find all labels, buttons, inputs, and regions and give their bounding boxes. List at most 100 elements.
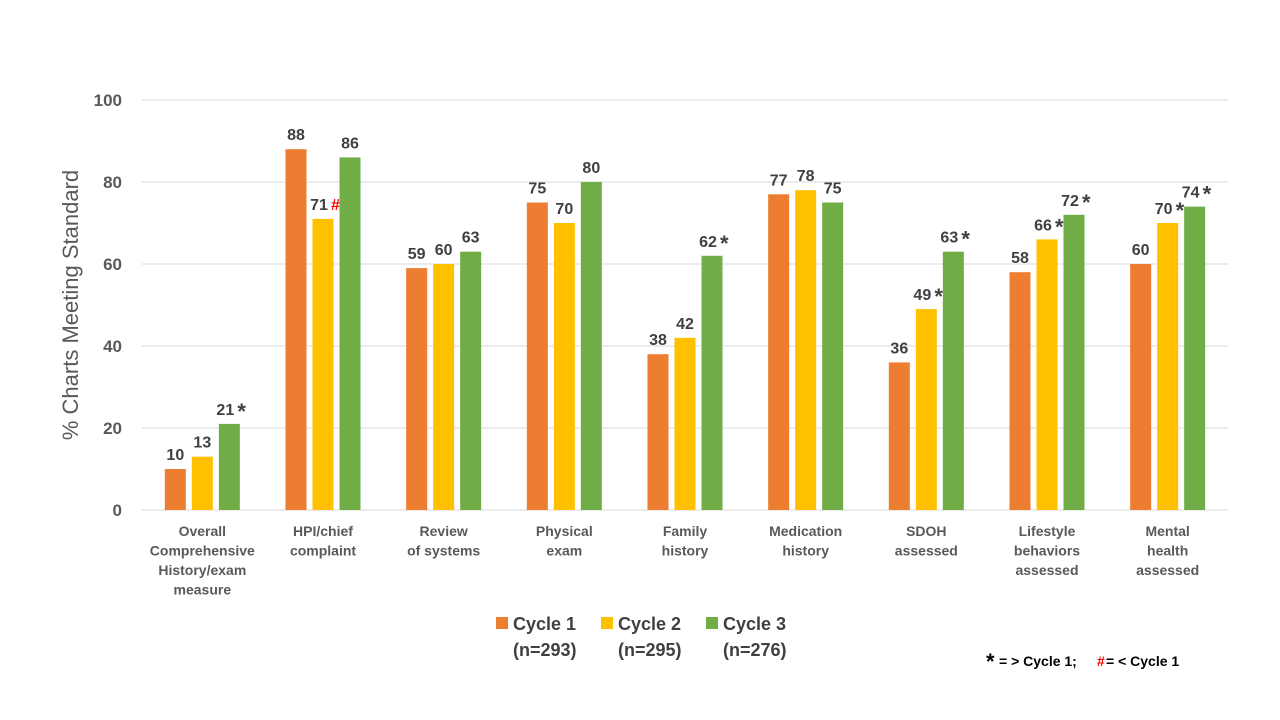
legend-n-label: (n=293) <box>513 640 577 660</box>
bar <box>647 354 669 510</box>
y-tick-label: 20 <box>103 419 122 438</box>
x-tick-label: Overall <box>179 523 226 539</box>
data-label: 59 <box>408 246 426 263</box>
legend-swatch <box>496 617 508 629</box>
hash-marker: # <box>331 197 340 214</box>
bar <box>339 157 361 510</box>
data-label: 70 <box>555 201 573 218</box>
bar <box>285 149 307 510</box>
data-label: 60 <box>1132 242 1150 259</box>
bar <box>701 255 723 510</box>
x-tick-label: health <box>1147 543 1188 559</box>
data-label: 75 <box>824 181 842 198</box>
x-tick-label: Mental <box>1145 523 1189 539</box>
data-label: 63 <box>462 230 480 247</box>
data-label: 62 <box>699 234 717 251</box>
x-tick-label: history <box>782 543 829 559</box>
legend-n-label: (n=276) <box>723 640 787 660</box>
bar <box>1009 272 1031 510</box>
bar <box>1036 239 1058 510</box>
bar <box>1063 214 1085 511</box>
data-label: 63 <box>940 230 958 247</box>
bar <box>312 218 334 510</box>
bar <box>1157 223 1179 510</box>
bar <box>674 337 696 510</box>
data-label: 75 <box>528 181 546 198</box>
bar <box>460 251 482 510</box>
data-label: 42 <box>676 316 694 333</box>
star-marker: * <box>720 231 729 256</box>
data-label: 74 <box>1182 185 1200 202</box>
x-tick-label: History/exam <box>158 562 246 578</box>
bar <box>795 190 817 510</box>
x-tick-label: behaviors <box>1014 543 1080 559</box>
y-axis-label: % Charts Meeting Standard <box>58 170 83 440</box>
legend-label: Cycle 3 <box>723 614 786 634</box>
star-marker: * <box>237 399 246 424</box>
data-label: 49 <box>913 287 931 304</box>
star-marker: * <box>1176 198 1185 223</box>
x-tick-label: Family <box>663 523 708 539</box>
data-label: 78 <box>797 168 815 185</box>
bar <box>915 309 937 510</box>
data-label: 72 <box>1061 193 1079 210</box>
footnote-hash-text: = < Cycle 1 <box>1106 653 1179 669</box>
bar <box>526 202 548 510</box>
x-tick-label: assessed <box>895 543 958 559</box>
bar <box>218 423 240 510</box>
footnote-hash: # <box>1097 653 1105 669</box>
y-tick-label: 40 <box>103 337 122 356</box>
data-label: 21 <box>216 402 234 419</box>
bar <box>406 268 428 510</box>
x-tick-label: Physical <box>536 523 593 539</box>
bar <box>768 194 790 511</box>
data-label: 66 <box>1034 217 1052 234</box>
x-tick-label: history <box>662 543 709 559</box>
legend-swatch <box>601 617 613 629</box>
y-tick-label: 100 <box>94 91 122 110</box>
bar <box>433 264 455 510</box>
x-tick-label: Review <box>420 523 468 539</box>
star-marker: * <box>1082 190 1091 215</box>
data-label: 60 <box>435 242 453 259</box>
bar <box>191 456 213 510</box>
y-tick-label: 0 <box>113 501 122 520</box>
bar <box>553 223 575 510</box>
y-tick-label: 60 <box>103 255 122 274</box>
data-label: 38 <box>649 332 667 349</box>
data-label: 10 <box>166 447 184 464</box>
x-tick-label: HPI/chief <box>293 523 353 539</box>
star-marker: * <box>934 284 943 309</box>
x-tick-label: Medication <box>769 523 842 539</box>
x-tick-label: Comprehensive <box>150 543 255 559</box>
legend-label: Cycle 2 <box>618 614 681 634</box>
x-tick-label: assessed <box>1136 562 1199 578</box>
y-tick-label: 80 <box>103 173 122 192</box>
star-marker: * <box>1055 214 1064 239</box>
data-label: 80 <box>582 160 600 177</box>
legend-label: Cycle 1 <box>513 614 576 634</box>
x-tick-label: Lifestyle <box>1019 523 1076 539</box>
bar <box>888 362 910 510</box>
star-marker: * <box>961 227 970 252</box>
bar <box>942 251 964 510</box>
bar <box>1130 264 1152 510</box>
x-tick-label: complaint <box>290 543 356 559</box>
bar <box>164 469 186 510</box>
x-tick-label: assessed <box>1015 562 1078 578</box>
bar <box>822 202 844 510</box>
data-label: 70 <box>1155 201 1173 218</box>
x-tick-label: of systems <box>407 543 480 559</box>
legend-swatch <box>706 617 718 629</box>
data-label: 13 <box>193 435 211 452</box>
data-label: 77 <box>770 172 788 189</box>
bar <box>580 182 602 510</box>
data-label: 71 <box>310 197 328 214</box>
data-label: 86 <box>341 135 359 152</box>
footnote-star: * <box>986 649 995 674</box>
x-tick-label: SDOH <box>906 523 946 539</box>
data-label: 58 <box>1011 250 1029 267</box>
data-label: 36 <box>890 340 908 357</box>
